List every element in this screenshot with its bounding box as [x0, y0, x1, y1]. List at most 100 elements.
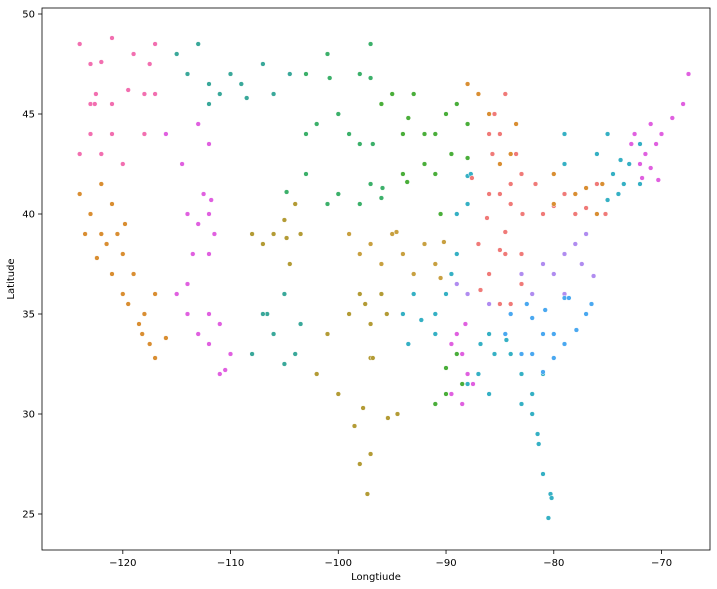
data-point — [163, 335, 169, 341]
data-point — [617, 157, 624, 163]
data-point — [370, 141, 376, 147]
data-point — [378, 195, 385, 201]
data-point — [98, 59, 104, 65]
data-point — [389, 231, 395, 237]
data-point — [93, 91, 99, 97]
data-point — [464, 381, 471, 387]
data-point — [346, 131, 352, 137]
data-point — [491, 351, 498, 357]
data-point — [77, 151, 83, 157]
data-point — [421, 131, 428, 137]
data-point — [211, 231, 218, 237]
data-point — [594, 211, 600, 217]
y-tick-label: 25 — [22, 510, 35, 521]
data-point — [281, 361, 288, 367]
data-point — [378, 101, 385, 107]
data-point — [130, 51, 137, 57]
data-point — [540, 261, 546, 267]
data-point — [379, 185, 386, 191]
data-point — [287, 71, 293, 77]
data-point — [92, 101, 98, 107]
data-point — [174, 291, 180, 297]
data-point — [287, 261, 293, 267]
data-point — [648, 165, 654, 171]
y-tick-label: 45 — [22, 110, 35, 121]
data-point — [561, 341, 568, 347]
data-point — [184, 281, 191, 287]
data-point — [432, 311, 438, 317]
data-point — [297, 231, 304, 237]
data-point — [87, 211, 94, 217]
data-point — [437, 275, 444, 281]
data-point — [486, 331, 492, 337]
data-point — [529, 291, 535, 297]
data-point — [561, 251, 568, 257]
data-point — [642, 151, 649, 157]
data-point — [443, 391, 449, 397]
data-point — [561, 131, 568, 137]
data-point — [529, 315, 535, 321]
data-point — [367, 241, 374, 247]
data-point — [658, 131, 665, 137]
y-axis: 25 30 35 40 45 50 — [22, 10, 42, 521]
data-point — [518, 271, 525, 277]
data-point — [120, 291, 126, 297]
data-point — [114, 231, 121, 237]
data-point — [120, 161, 126, 167]
data-point — [130, 271, 137, 277]
data-point — [120, 251, 126, 257]
data-point — [462, 321, 469, 327]
data-point — [464, 201, 471, 207]
data-point — [346, 311, 352, 317]
data-point — [454, 101, 460, 107]
data-point — [486, 391, 492, 397]
data-point — [421, 241, 428, 247]
data-point — [260, 311, 266, 317]
data-point — [464, 121, 471, 127]
data-point — [367, 321, 374, 327]
data-point — [94, 255, 100, 261]
data-point — [195, 331, 201, 337]
data-point — [357, 201, 363, 207]
data-point — [615, 191, 622, 197]
data-point — [669, 115, 675, 121]
data-point — [486, 111, 492, 117]
data-point — [655, 177, 661, 183]
data-point — [195, 41, 201, 47]
data-point — [475, 371, 482, 377]
data-point — [551, 355, 557, 361]
data-point — [502, 229, 508, 235]
data-point — [631, 131, 638, 137]
data-point — [497, 131, 503, 137]
data-point — [367, 41, 374, 47]
data-point — [147, 341, 153, 347]
data-point — [588, 301, 595, 307]
data-point — [572, 191, 578, 197]
data-point — [502, 91, 508, 97]
data-point — [470, 381, 476, 387]
data-point — [475, 91, 482, 97]
data-point — [109, 35, 115, 41]
data-point — [486, 301, 492, 307]
data-point — [206, 81, 212, 87]
data-point — [503, 337, 510, 343]
data-point — [459, 381, 465, 387]
data-point — [385, 415, 391, 421]
data-point — [583, 231, 589, 237]
data-point — [227, 71, 234, 77]
data-point — [122, 221, 128, 227]
data-point — [400, 131, 406, 137]
data-point — [206, 251, 212, 257]
data-point — [545, 515, 552, 521]
data-point — [685, 71, 692, 77]
data-point — [141, 131, 148, 137]
data-point — [448, 271, 455, 277]
y-tick-label: 30 — [22, 410, 35, 421]
data-point — [179, 161, 185, 167]
data-point — [393, 229, 400, 235]
data-point — [314, 121, 320, 127]
x-axis-label: Longtiude — [351, 572, 401, 583]
data-point — [152, 355, 158, 361]
data-point — [502, 331, 508, 337]
x-tick-label: −120 — [109, 558, 136, 569]
